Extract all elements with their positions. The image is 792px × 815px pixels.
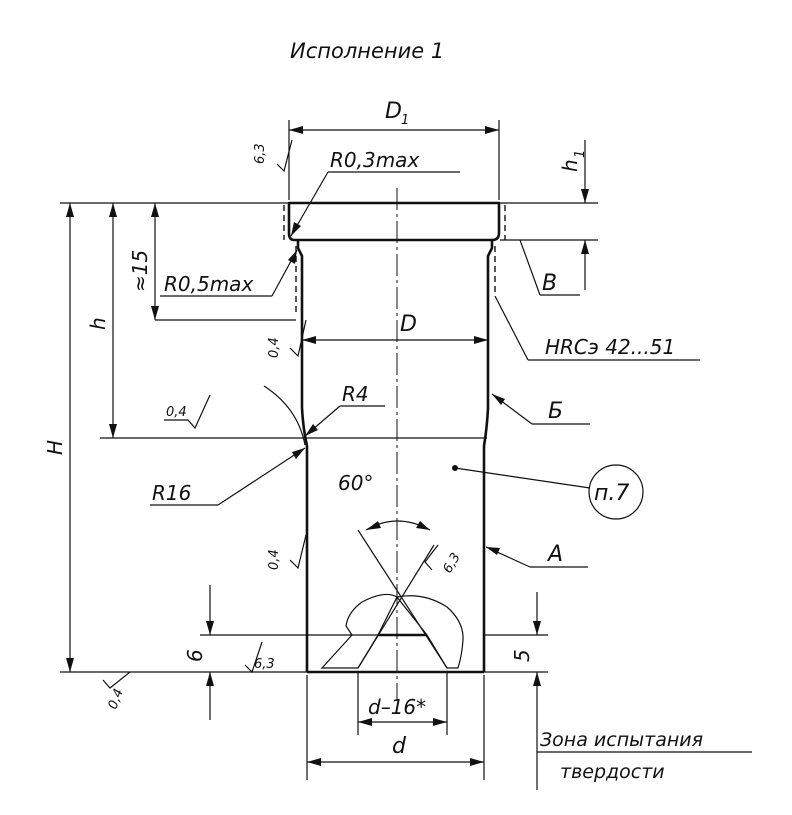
roughness-fillet-label: 0,4 <box>166 405 187 420</box>
dimension-d-minus-label: d–16* <box>368 695 426 719</box>
surface-b-label: Б <box>548 399 563 424</box>
note-ref-callout: п.7 <box>588 464 644 520</box>
svg-text:1: 1 <box>573 150 588 158</box>
part-outline <box>287 201 501 674</box>
surface-a-label: А <box>546 542 563 567</box>
dimension-h1-label: h 1 <box>558 150 588 172</box>
zone-note-line1: Зона испытания <box>540 729 703 751</box>
radius-r16-label: R16 <box>152 481 191 505</box>
roughness-top-label: 6,3 <box>253 143 268 164</box>
dimension-approx15-label: ≈15 <box>128 250 152 292</box>
leader-lines <box>150 171 752 753</box>
hardness-label: HRCэ 42...51 <box>545 335 675 359</box>
roughness-lower-label: 0,4 <box>267 549 282 570</box>
dimension-d-label: D <box>400 312 417 337</box>
svg-text:D: D <box>385 99 402 124</box>
surface-v-label: В <box>542 271 557 296</box>
dimension-h-total-label: H <box>43 440 67 455</box>
roughness-left-label: 0,4 <box>267 337 282 358</box>
roughness-symbols <box>102 139 439 689</box>
zone-note-line2: твердости <box>560 761 665 783</box>
radius-r4-label: R4 <box>342 382 369 406</box>
dimension-d-small-label: d <box>392 734 407 759</box>
drawing-title: Исполнение 1 <box>290 39 444 63</box>
dimension-lines <box>66 126 589 790</box>
radius-r05-label: R0,5max <box>164 272 253 296</box>
dimension-d1-label: D 1 <box>385 99 409 128</box>
dimension-h-label: h <box>86 317 110 330</box>
svg-text:h: h <box>558 159 582 172</box>
extension-lines <box>60 120 598 780</box>
roughness-bottom-label: 0,4 <box>106 687 127 712</box>
svg-text:п.7: п.7 <box>594 481 629 506</box>
dimension-five-label: 5 <box>510 649 534 662</box>
hardness-zone-marks <box>283 205 506 312</box>
radius-r03-label: R0,3max <box>330 148 419 172</box>
angle-label: 60° <box>338 471 373 495</box>
roughness-base-label: 6,3 <box>254 657 275 672</box>
svg-text:1: 1 <box>401 113 409 128</box>
partial-section <box>320 529 464 669</box>
roughness-cone-label: 6,3 <box>440 551 463 576</box>
dimension-six-label: 6 <box>183 649 207 662</box>
